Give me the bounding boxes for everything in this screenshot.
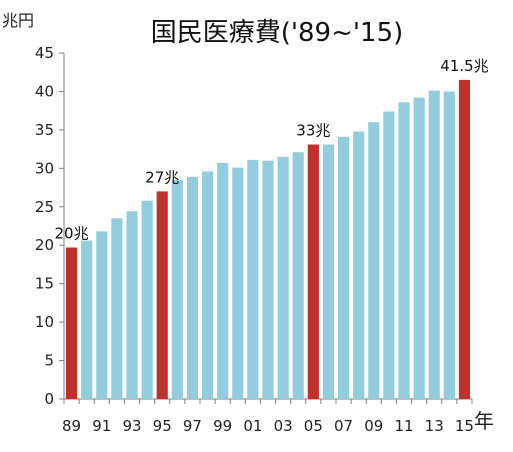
bar-14 — [443, 91, 455, 399]
bar-91 — [96, 231, 108, 399]
bar-90 — [81, 240, 93, 399]
x-tick-label: 95 — [153, 417, 172, 435]
y-tick-label: 40 — [35, 82, 54, 100]
bar-10 — [383, 111, 395, 400]
x-tick-label: 13 — [425, 417, 444, 435]
y-tick-label: 10 — [35, 313, 54, 331]
y-tick-label: 15 — [35, 275, 54, 293]
bars — [65, 79, 471, 400]
x-tick-label: 05 — [304, 417, 323, 435]
annotations: 20兆 27兆 33兆 41.5兆 — [55, 57, 489, 243]
bar-89 — [65, 247, 78, 399]
x-tick-label: 99 — [213, 417, 232, 435]
bar-07 — [337, 136, 350, 399]
bar-01 — [247, 159, 259, 399]
bar-04 — [292, 152, 304, 399]
x-tick-label: 11 — [394, 417, 413, 435]
x-tick-label: 01 — [243, 417, 262, 435]
bar-value-label-15: 41.5兆 — [440, 57, 488, 75]
bar-value-label-95: 27兆 — [145, 168, 179, 186]
x-tick-label: 03 — [274, 417, 293, 435]
y-tick-label: 5 — [44, 352, 54, 370]
bar-96 — [171, 179, 183, 399]
y-tick-label: 45 — [35, 44, 54, 62]
bar-99 — [217, 162, 229, 399]
x-tick-label: 93 — [122, 417, 141, 435]
bar-93 — [126, 211, 138, 399]
bar-08 — [353, 131, 365, 399]
bar-13 — [428, 90, 440, 400]
bar-value-label-89: 20兆 — [55, 225, 89, 243]
x-tick-label: 89 — [62, 417, 81, 435]
bar-92 — [111, 218, 123, 399]
bar-94 — [141, 200, 153, 399]
bar-05 — [307, 144, 319, 399]
chart-title: 国民医療費('89~'15) — [151, 18, 404, 48]
y-tick-label: 0 — [44, 390, 54, 408]
y-tick-label: 30 — [35, 159, 54, 177]
y-axis-unit-label: 兆円 — [2, 11, 34, 30]
x-tick-label: 91 — [92, 417, 111, 435]
y-tick-label: 25 — [35, 198, 54, 216]
bar-97 — [186, 176, 199, 399]
bar-12 — [413, 97, 425, 400]
bar-98 — [201, 171, 214, 399]
y-tick-label: 35 — [35, 121, 54, 139]
x-axis-unit-label: 年 — [474, 409, 494, 433]
x-tick-label: 15 — [455, 417, 474, 435]
x-tick-label: 97 — [183, 417, 202, 435]
bar-value-label-05: 33兆 — [296, 121, 330, 139]
x-axis: 89 91 93 95 97 99 01 03 05 07 09 11 13 15 — [62, 398, 474, 435]
bar-00 — [232, 167, 244, 399]
x-tick-label: 07 — [334, 417, 353, 435]
bar-95 — [156, 191, 168, 399]
bar-06 — [322, 144, 335, 399]
x-tick-label: 09 — [364, 417, 383, 435]
y-axis: 0 5 10 15 20 25 30 35 40 45 — [35, 44, 65, 408]
bar-09 — [368, 122, 380, 399]
bar-11 — [398, 102, 410, 399]
bar-03 — [277, 156, 289, 399]
y-tick-label: 20 — [35, 236, 54, 254]
bar-02 — [262, 160, 274, 399]
bar-15 — [458, 79, 471, 400]
